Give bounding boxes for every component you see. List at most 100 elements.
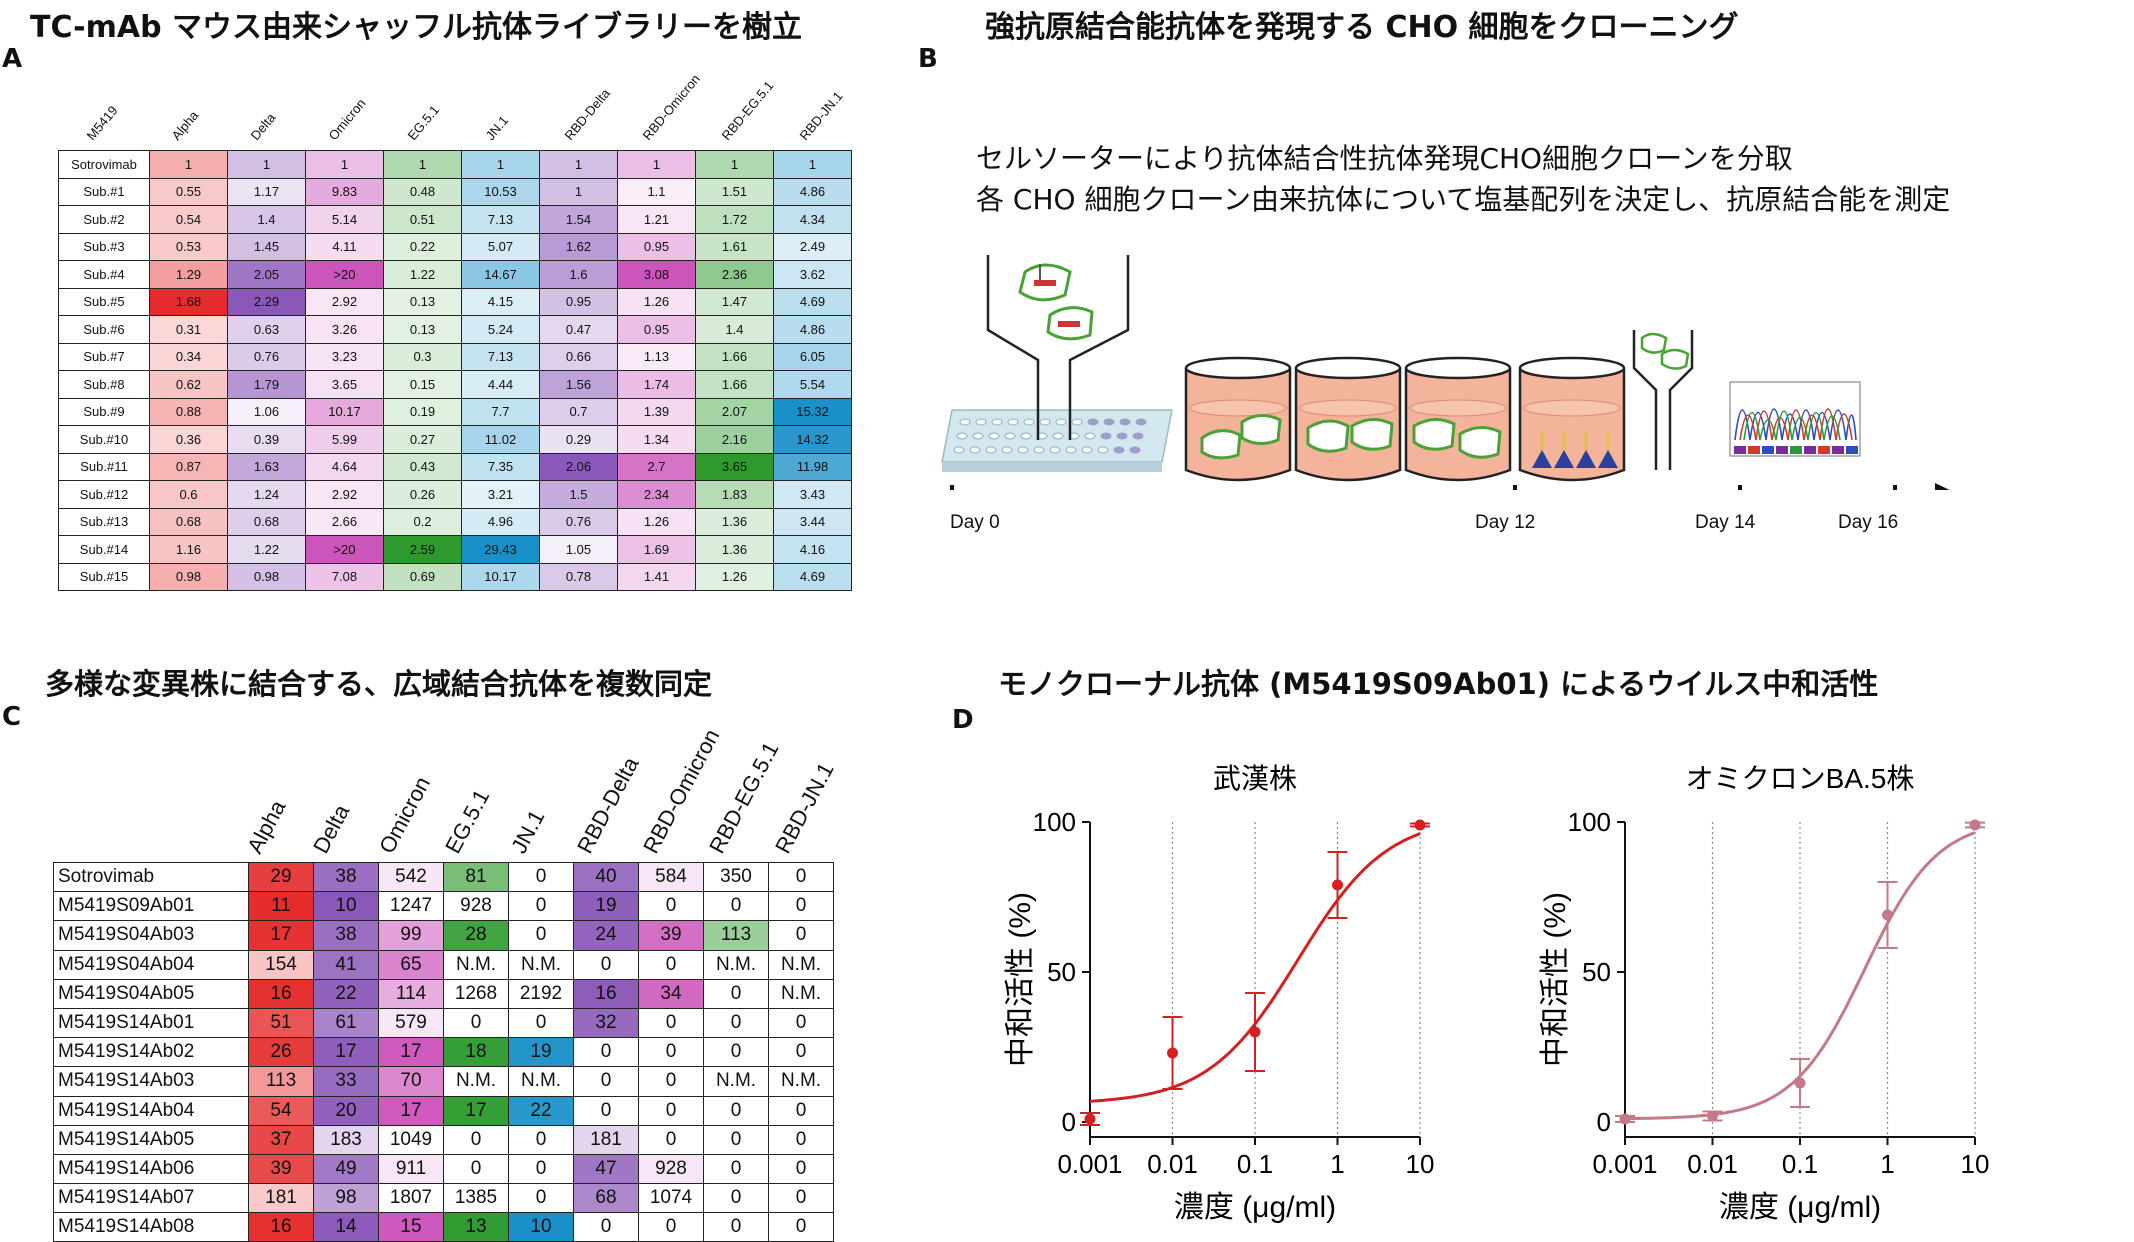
panel-c-cell: 928: [638, 1153, 704, 1185]
panel-a-cell: 29.43: [461, 535, 540, 564]
panel-a-row-label: Sub.#8: [58, 370, 150, 399]
panel-c-cell: 41: [313, 949, 379, 980]
x-tick-label: 0.1: [1782, 1149, 1818, 1179]
panel-c-row-label: M5419S14Ab01: [53, 1007, 249, 1039]
panel-a-row-label: Sub.#2: [58, 205, 150, 234]
panel-a-cell: 0.48: [383, 177, 462, 206]
chart-title: オミクロンBA.5株: [1686, 763, 1915, 794]
panel-c-cell: 1807: [378, 1183, 444, 1214]
panel-c-cell: 0: [768, 920, 834, 951]
data-point: [1332, 879, 1343, 891]
panel-c-cell: N.M.: [768, 949, 834, 980]
panel-a-cell: 3.26: [305, 315, 384, 344]
culture-dish-4: [1518, 356, 1626, 482]
panel-a-cell: 0.29: [539, 425, 618, 454]
x-tick-label: 10: [1406, 1149, 1435, 1179]
panel-c-cell: 0: [703, 978, 769, 1009]
y-tick-label: 50: [1047, 957, 1076, 987]
x-tick-label: 0.01: [1147, 1149, 1198, 1179]
panel-a-cell: 4.15: [461, 287, 540, 316]
panel-a-row-label: Sub.#9: [58, 397, 150, 426]
panel-c-cell: 0: [638, 1095, 704, 1126]
panel-c-cell: 51: [248, 1007, 314, 1039]
panel-b-title: 強抗原結合能抗体を発現する CHO 細胞をクローニング: [985, 10, 1739, 45]
panel-a-cell: 0.2: [383, 507, 462, 536]
panel-b-label: B: [918, 44, 938, 74]
panel-a-cell: 7.35: [461, 452, 540, 481]
panel-c-cell: 113: [248, 1066, 314, 1097]
panel-c-row-label: M5419S14Ab06: [53, 1153, 249, 1185]
cho-cell-icon-small: [1640, 332, 1690, 370]
panel-c-cell: 0: [703, 1095, 769, 1126]
panel-c-cell: N.M.: [443, 949, 509, 980]
x-axis-label: 濃度 (μg/ml): [1174, 1191, 1336, 1224]
panel-c-cell: 181: [248, 1183, 314, 1214]
panel-c-cell: 54: [248, 1095, 314, 1126]
panel-a-row-label: Sub.#1: [58, 177, 150, 206]
panel-a-cell: 4.69: [773, 287, 852, 316]
panel-a-row: Sub.#5 1.68 2.29 2.92 0.13 4.15 0.95 1.26 1.47 4.…: [58, 287, 852, 316]
panel-a-cell: 1: [305, 150, 384, 179]
panel-a-cell: 0.68: [227, 507, 306, 536]
culture-dish-2: [1294, 356, 1402, 482]
panel-c-column-header: JN.1: [506, 805, 550, 858]
panel-c-cell: 0: [443, 1007, 509, 1039]
panel-a-cell: 3.23: [305, 342, 384, 371]
day-label-0: Day 0: [950, 512, 1000, 533]
panel-a-cell: 1.29: [149, 260, 228, 289]
panel-c-cell: 17: [378, 1095, 444, 1126]
panel-c-heatmap-table: Sotrovimab 29 38 542 81 0 40 584 350 0 M5419S09Ab0…: [53, 861, 834, 1242]
panel-c-cell: 0: [768, 1124, 834, 1155]
panel-a-row-label: Sub.#3: [58, 232, 150, 261]
panel-c-title: 多様な変異株に結合する、広域結合抗体を複数同定: [45, 667, 713, 701]
panel-a-cell: 1.79: [227, 370, 306, 399]
panel-a-cell: 1.34: [617, 425, 696, 454]
panel-c-cell: 0: [768, 1183, 834, 1214]
panel-a-cell: 5.99: [305, 425, 384, 454]
panel-c-cell: 0: [508, 1153, 574, 1185]
panel-c-cell: 0: [638, 1037, 704, 1068]
panel-a-cell: 1.66: [695, 370, 774, 399]
panel-a-cell: 1.4: [695, 315, 774, 344]
panel-a-cell: 3.43: [773, 480, 852, 509]
panel-a-cell: 1.36: [695, 507, 774, 536]
panel-a-row: Sub.#4 1.29 2.05 >20 1.22 14.67 1.6 3.08 2.36 3.6…: [58, 260, 852, 289]
panel-a-cell: 11.98: [773, 452, 852, 481]
panel-a-cell: 0.43: [383, 452, 462, 481]
panel-a-row: Sub.#12 0.6 1.24 2.92 0.26 3.21 1.5 2.34 1.83 3.4…: [58, 480, 852, 509]
panel-a-cell: 2.49: [773, 232, 852, 261]
panel-a-cell: 1.51: [695, 177, 774, 206]
panel-a-cell: 3.65: [695, 452, 774, 481]
panel-c-cell: 928: [443, 891, 509, 922]
panel-c-cell: 0: [573, 1212, 639, 1242]
panel-a-row: Sub.#11 0.87 1.63 4.64 0.43 7.35 2.06 2.7 3.65 11…: [58, 452, 852, 481]
panel-c-cell: 34: [638, 978, 704, 1009]
panel-a-cell: 1.36: [695, 535, 774, 564]
panel-c-row: M5419S14Ab03 113 33 70 N.M. N.M. 0 0 N.M. N.M.: [53, 1066, 834, 1097]
panel-a-cell: 0.6: [149, 480, 228, 509]
x-axis-label: 濃度 (μg/ml): [1719, 1191, 1881, 1224]
panel-a-column-header: RBD-Delta: [561, 85, 613, 143]
panel-c-cell: 1247: [378, 891, 444, 922]
panel-a-cell: 1.47: [695, 287, 774, 316]
panel-a-cell: 0.15: [383, 370, 462, 399]
panel-c-cell: 542: [378, 861, 444, 893]
panel-a-cell: 2.16: [695, 425, 774, 454]
panel-c-cell: 0: [573, 1095, 639, 1126]
panel-c-row: M5419S04Ab05 16 22 114 1268 2192 16 34 0 N.M.: [53, 978, 834, 1009]
panel-a-cell: 2.92: [305, 287, 384, 316]
panel-c-cell: 17: [443, 1095, 509, 1126]
panel-a-cell: 1.61: [695, 232, 774, 261]
panel-c-cell: 154: [248, 949, 314, 980]
panel-a-column-header: JN.1: [482, 112, 512, 143]
panel-a-cell: 1: [227, 150, 306, 179]
neutralization-chart-wuhan: 武漢株 0 50 100 0.001 0.01 0.1 1 10 濃度 (μg/ml) 中和活性 (…: [1004, 763, 1435, 1224]
panel-a-cell: 1.16: [149, 535, 228, 564]
panel-a-cell: 5.54: [773, 370, 852, 399]
panel-a-cell: 0.31: [149, 315, 228, 344]
panel-c-cell: N.M.: [768, 978, 834, 1009]
culture-dishes: [1184, 356, 1626, 482]
panel-a-row: Sub.#3 0.53 1.45 4.11 0.22 5.07 1.62 0.95 1.61 2.…: [58, 232, 852, 261]
panel-a-cell: 1.72: [695, 205, 774, 234]
panel-c-row: M5419S14Ab02 26 17 17 18 19 0 0 0 0: [53, 1037, 834, 1068]
